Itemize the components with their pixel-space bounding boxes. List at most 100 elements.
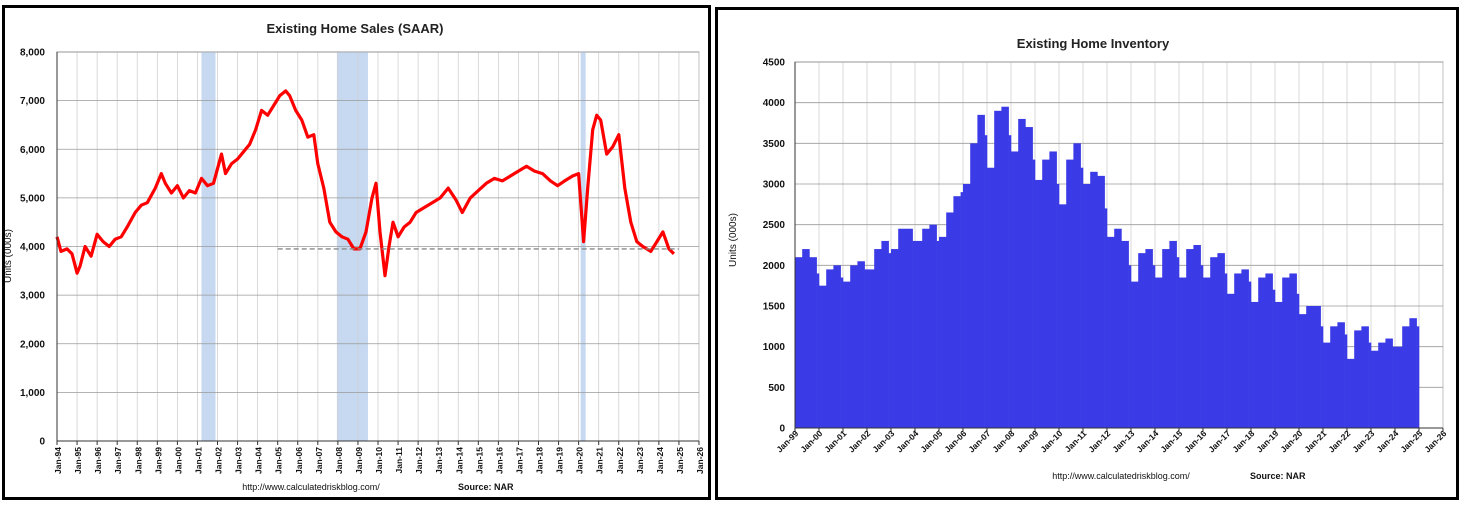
inventory-bar	[874, 249, 882, 428]
x-tick-label: Jan-16	[494, 447, 504, 474]
inventory-bar	[1402, 326, 1410, 428]
inventory-bar	[1371, 350, 1379, 428]
inventory-bar	[1299, 314, 1307, 428]
x-tick-label: Jan-19	[555, 447, 565, 474]
inventory-bar	[1330, 326, 1338, 428]
inventory-bar	[963, 184, 971, 428]
x-tick-label: Jan-95	[73, 447, 83, 474]
inventory-bar	[1001, 106, 1009, 428]
source-url: http://www.calculatedriskblog.com/	[1052, 471, 1190, 481]
y-axis-label: Units (000s)	[3, 229, 14, 283]
y-tick-label: 2000	[763, 261, 786, 272]
inventory-bar	[1227, 293, 1235, 428]
x-tick-label: Jan-26	[1422, 428, 1448, 454]
inventory-bar	[1008, 135, 1012, 428]
inventory-bar	[1138, 253, 1146, 428]
y-tick-label: 7,000	[20, 96, 45, 107]
x-tick-label: Jan-12	[1086, 428, 1112, 454]
inventory-bar	[929, 224, 937, 428]
inventory-bar	[953, 196, 961, 428]
x-tick-label: Jan-17	[1206, 428, 1232, 454]
y-tick-label: 2,000	[20, 339, 45, 350]
inventory-bar	[1323, 342, 1331, 428]
inventory-bar	[809, 257, 817, 428]
x-tick-label: Jan-16	[1182, 428, 1208, 454]
inventory-bar	[1032, 159, 1036, 428]
source-url: http://www.calculatedriskblog.com/	[242, 482, 380, 492]
x-tick-label: Jan-11	[394, 447, 404, 474]
y-tick-label: 3500	[763, 139, 786, 150]
inventory-bar	[987, 167, 995, 428]
x-tick-label: Jan-09	[354, 447, 364, 474]
inventory-bar	[922, 228, 930, 428]
y-tick-label: 4000	[763, 98, 786, 109]
inventory-bar	[1368, 342, 1372, 428]
x-tick-label: Jan-04	[894, 428, 920, 454]
inventory-bar	[936, 240, 940, 428]
x-tick-label: Jan-96	[93, 447, 103, 474]
inventory-bar	[898, 228, 906, 428]
inventory-bar	[1392, 346, 1396, 428]
x-tick-label: Jan-00	[173, 447, 183, 474]
inventory-bar	[1179, 277, 1187, 428]
existing-home-sales-chart: Existing Home Sales (SAAR) Units (000s) …	[3, 21, 705, 492]
inventory-bar	[1186, 249, 1194, 428]
existing-home-inventory-chart: Existing Home Inventory Units (000s) htt…	[728, 36, 1449, 481]
inventory-bar	[1035, 179, 1043, 428]
y-tick-label: 3000	[763, 180, 786, 191]
inventory-bar	[1272, 289, 1276, 428]
inventory-bar	[1378, 342, 1386, 428]
inventory-bar	[970, 143, 978, 429]
inventory-bar	[1282, 277, 1290, 428]
chart-title: Existing Home Inventory	[1017, 36, 1170, 51]
inventory-bar	[1169, 240, 1177, 428]
y-tick-label: 6,000	[20, 145, 45, 156]
inventory-bar	[1083, 184, 1091, 428]
inventory-bar	[1289, 273, 1297, 428]
inventory-bar	[1416, 326, 1420, 428]
inventory-bar	[1018, 118, 1026, 428]
x-tick-label: Jan-18	[1230, 428, 1256, 454]
plot-area: 0 500 1000 1500 2000 2500 3000 3500 4000 4500 Jan-…	[763, 58, 1449, 455]
inventory-bar	[1217, 253, 1225, 428]
x-tick-label: Jan-98	[133, 447, 143, 474]
y-tick-label: 500	[768, 383, 785, 394]
y-tick-label: 4500	[763, 58, 786, 69]
inventory-bar	[857, 261, 865, 428]
inventory-bar	[1176, 257, 1180, 428]
inventory-bar	[1258, 277, 1266, 428]
x-tick-label: Jan-08	[334, 447, 344, 474]
x-tick-label: Jan-25	[675, 447, 685, 474]
inventory-bar	[1296, 293, 1300, 428]
inventory-bar	[1107, 236, 1115, 428]
inventory-bar	[1265, 273, 1273, 428]
x-tick-label: Jan-03	[870, 428, 896, 454]
inventory-bar	[1162, 249, 1170, 428]
y-tick-label: 2500	[763, 220, 786, 231]
x-tick-label: Jan-07	[966, 428, 992, 454]
x-tick-label: Jan-24	[655, 447, 665, 474]
x-tick-label: Jan-10	[1038, 428, 1064, 454]
x-tick-label: Jan-01	[822, 428, 848, 454]
inventory-bar	[1409, 318, 1417, 428]
inventory-bar	[1042, 159, 1050, 428]
x-tick-label: Jan-99	[153, 447, 163, 474]
x-tick-label: Jan-01	[193, 447, 203, 474]
inventory-bar	[1145, 249, 1153, 428]
inventory-bar	[816, 273, 820, 428]
inventory-bar	[850, 265, 858, 428]
x-tick-label: Jan-18	[535, 447, 545, 474]
inventory-bar	[1193, 245, 1201, 428]
inventory-bar	[915, 240, 923, 428]
inventory-bar	[1354, 330, 1362, 428]
inventory-bar	[1066, 159, 1074, 428]
inventory-bar	[1347, 358, 1355, 428]
x-tick-label: Jan-14	[1134, 428, 1160, 454]
inventory-bar	[1248, 281, 1252, 428]
x-tick-label: Jan-20	[1278, 428, 1304, 454]
x-tick-label: Jan-21	[1302, 428, 1328, 454]
inventory-bar	[1234, 273, 1242, 428]
inventory-bar	[1385, 338, 1393, 428]
x-tick-label: Jan-22	[1326, 428, 1352, 454]
y-tick-label: 1500	[763, 302, 786, 313]
